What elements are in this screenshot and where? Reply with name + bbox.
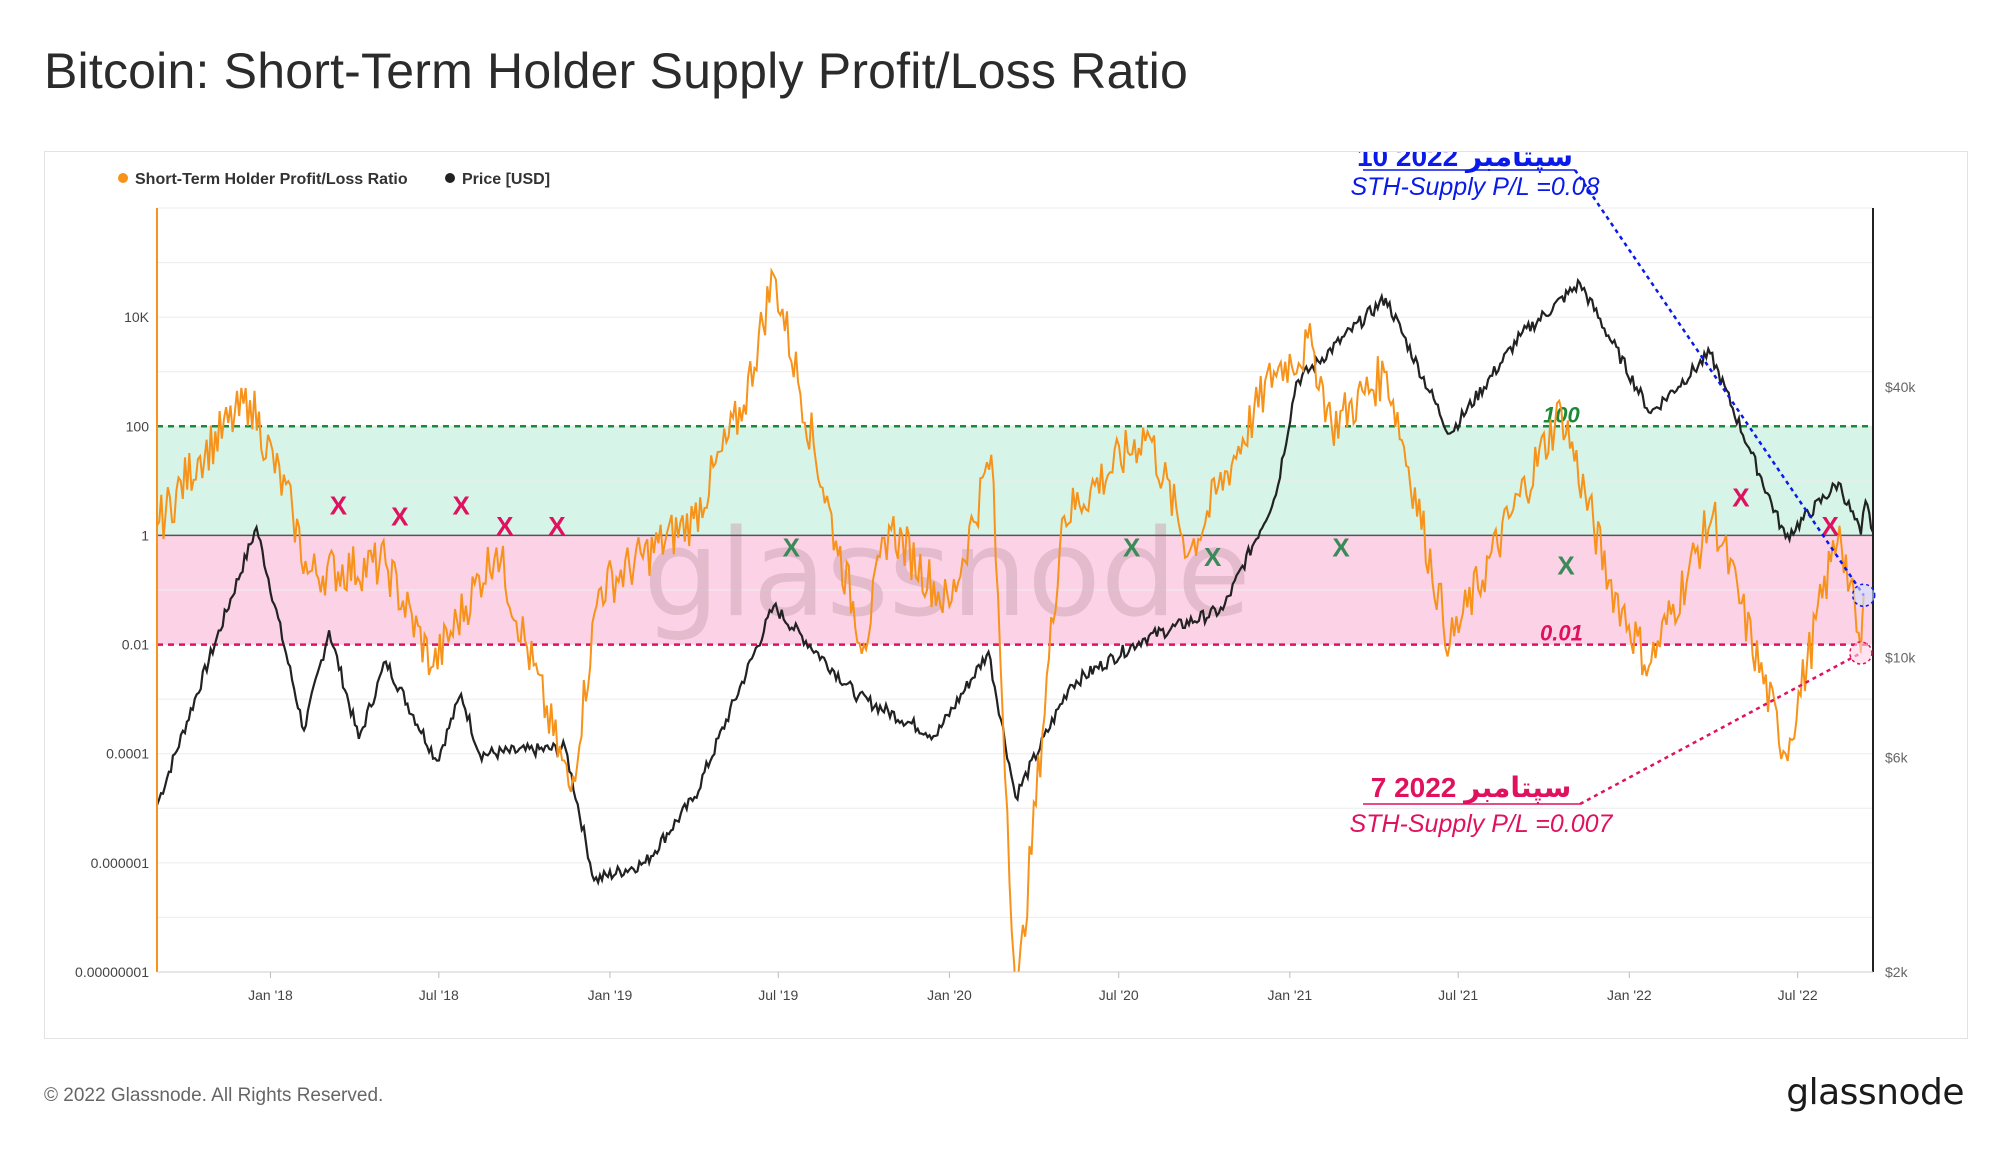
footer-copyright: © 2022 Glassnode. All Rights Reserved. bbox=[44, 1085, 384, 1106]
ratio-series-line bbox=[157, 267, 1865, 972]
red-x-marker: X bbox=[391, 502, 409, 532]
red-annotation-leader bbox=[1579, 651, 1862, 806]
y-right-tick-label: $2k bbox=[1885, 964, 1909, 980]
y-left-tick-label: 100 bbox=[126, 418, 150, 434]
legend: Short-Term Holder Profit/Loss Ratio Pric… bbox=[118, 171, 550, 188]
y-right-tick-label: $40k bbox=[1885, 379, 1916, 395]
x-tick-label: Jul '21 bbox=[1438, 987, 1478, 1003]
x-tick-label: Jan '19 bbox=[588, 987, 633, 1003]
red-x-marker: X bbox=[496, 511, 514, 541]
y-left-ticks: 10K 100 1 0.01 0.0001 0.000001 0.00000001 bbox=[75, 309, 150, 980]
red-annotation-target bbox=[1849, 641, 1873, 665]
red-annotation-value: STH-Supply P/L =0.007 bbox=[1350, 810, 1614, 838]
reference-label-001: 0.01 bbox=[1540, 621, 1583, 646]
red-x-marker: X bbox=[1732, 482, 1750, 512]
green-x-marker: X bbox=[1123, 533, 1141, 563]
blue-annotation-value: STH-Supply P/L =0.08 bbox=[1351, 173, 1600, 201]
legend-dot-price bbox=[445, 173, 455, 183]
chart-svg: glassnode 100 0.01 10K 100 1 0.01 0.0001 0.00… bbox=[75, 152, 1916, 1003]
y-right-ticks: $40k $10k $6k $2k bbox=[1885, 379, 1916, 980]
y-left-tick-label: 0.01 bbox=[122, 637, 149, 653]
x-tick-label: Jan '21 bbox=[1267, 987, 1312, 1003]
green-x-marker: X bbox=[783, 533, 801, 563]
red-x-marker: X bbox=[1822, 511, 1840, 541]
legend-dot-ratio bbox=[118, 173, 128, 183]
y-left-tick-label: 0.00000001 bbox=[75, 964, 149, 980]
x-tick-label: Jan '22 bbox=[1607, 987, 1652, 1003]
green-x-marker: X bbox=[1557, 551, 1575, 581]
price-series-line bbox=[157, 277, 1873, 887]
x-tick-label: Jul '20 bbox=[1099, 987, 1139, 1003]
x-tick-label: Jan '20 bbox=[927, 987, 972, 1003]
y-right-tick-label: $6k bbox=[1885, 749, 1909, 765]
chart-frame: glassnode 100 0.01 10K 100 1 0.01 0.0001 0.00… bbox=[44, 151, 1968, 1039]
watermark: glassnode bbox=[643, 505, 1251, 644]
blue-annotation-date: 10 سپتامبر 2022 bbox=[1357, 152, 1573, 173]
green-x-marker: X bbox=[1204, 542, 1222, 572]
green-x-marker: X bbox=[1332, 533, 1350, 563]
x-ticks: Jan '18 Jul '18 Jan '19 Jul '19 Jan '20 Jul '… bbox=[248, 972, 1818, 1003]
red-x-marker: X bbox=[452, 491, 470, 521]
page-title: Bitcoin: Short-Term Holder Supply Profit… bbox=[44, 43, 1188, 99]
x-tick-label: Jul '22 bbox=[1778, 987, 1818, 1003]
y-right-tick-label: $10k bbox=[1885, 650, 1916, 666]
y-left-tick-label: 1 bbox=[141, 527, 149, 543]
x-tick-label: Jul '18 bbox=[419, 987, 459, 1003]
red-x-marker: X bbox=[548, 511, 566, 541]
legend-label-ratio: Short-Term Holder Profit/Loss Ratio bbox=[135, 171, 408, 188]
x-tick-label: Jul '19 bbox=[758, 987, 798, 1003]
y-left-tick-label: 10K bbox=[124, 309, 150, 325]
footer-logo: glassnode bbox=[1786, 1072, 1964, 1113]
blue-annotation-target bbox=[1851, 583, 1876, 608]
blue-annotation-leader bbox=[1573, 169, 1865, 596]
legend-label-price: Price [USD] bbox=[462, 171, 550, 188]
y-left-tick-label: 0.0001 bbox=[106, 746, 149, 762]
red-annotation-date: 7 سپتامبر 2022 bbox=[1371, 772, 1572, 804]
x-tick-label: Jan '18 bbox=[248, 987, 293, 1003]
red-x-marker: X bbox=[330, 491, 348, 521]
y-left-tick-label: 0.000001 bbox=[91, 855, 150, 871]
